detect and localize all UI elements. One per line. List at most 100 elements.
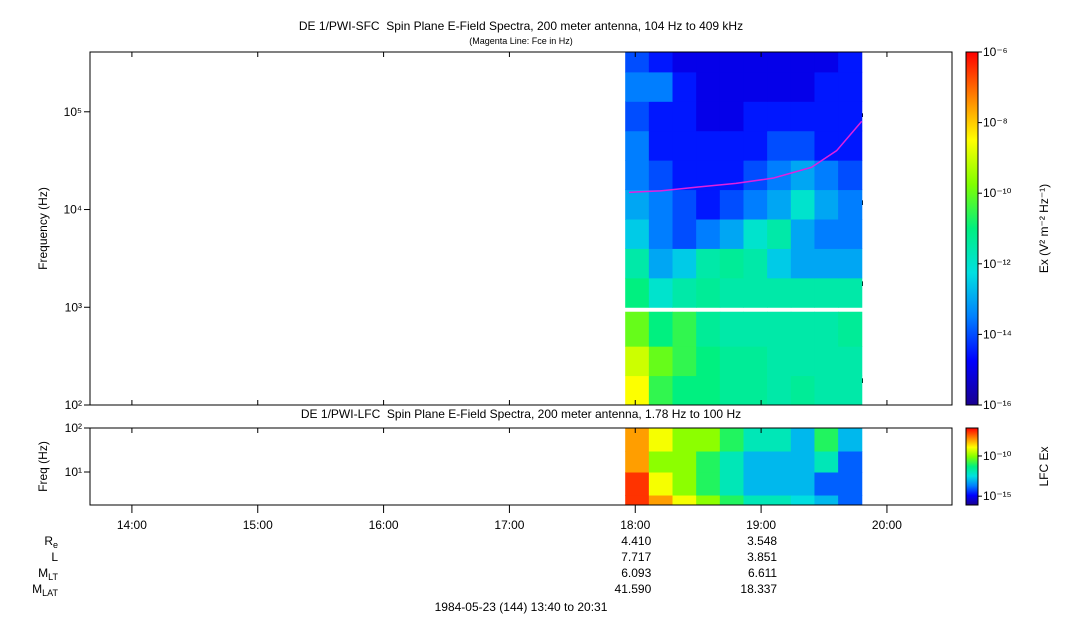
spectrum-cell	[767, 428, 792, 452]
spectrum-cell	[767, 451, 792, 473]
spectrum-cell	[672, 71, 697, 102]
spectrum-cell	[743, 428, 768, 452]
spectrum-cell	[814, 375, 839, 406]
ephemeris-value: 3.548	[747, 534, 777, 548]
colorbar-tick-label: 10⁻¹⁰	[983, 449, 1012, 463]
spectrum-cell	[719, 160, 744, 191]
spectrum-cell	[696, 189, 721, 220]
spectrum-cell	[814, 130, 839, 161]
spectrum-cell	[767, 71, 792, 102]
ephemeris-label: MLT	[38, 566, 58, 582]
spectrum-cell	[672, 101, 697, 132]
spectrum-cell	[625, 451, 650, 473]
spectrum-cell	[743, 495, 768, 506]
ephemeris-label: MLAT	[32, 582, 58, 598]
spectrum-cell	[814, 189, 839, 220]
spectrum-cell	[767, 218, 792, 249]
spectrum-cell	[838, 71, 863, 102]
spectrum-cell	[790, 472, 815, 496]
spectrum-cell	[672, 277, 697, 308]
plot-frame	[89, 51, 953, 406]
spectrum-cell	[743, 52, 768, 73]
ephemeris-value: 7.717	[621, 550, 651, 564]
spectrum-cell	[814, 248, 839, 279]
ephemeris-value: 6.611	[748, 566, 777, 580]
spectrum-cell	[672, 375, 697, 406]
spectrum-cell	[719, 130, 744, 161]
spectrum-cell	[790, 375, 815, 406]
x-tick-label: 20:00	[872, 518, 902, 532]
spectrum-cell	[648, 428, 674, 452]
spectrum-cell	[672, 248, 697, 279]
ephemeris-value: 41.590	[615, 582, 652, 596]
colorbar	[965, 51, 979, 406]
ephemeris-sub: e	[53, 540, 58, 550]
ephemeris-value: 3.851	[747, 550, 777, 564]
spectrum-cell	[719, 375, 744, 406]
colorbar-label: LFC Ex	[1037, 446, 1051, 486]
spectrum-cell	[814, 277, 839, 308]
y-axis-label: Freq (Hz)	[36, 441, 50, 492]
spectrum-cell	[814, 71, 839, 102]
spectrum-cell	[838, 346, 863, 377]
spectrum-cell	[838, 472, 863, 496]
plot-frame	[89, 427, 953, 506]
spectrum-cell	[672, 52, 697, 73]
spectrum-cell	[767, 160, 792, 191]
spectrum-cell	[719, 101, 744, 132]
spectrum-cell	[838, 248, 863, 279]
spectrum-cell	[838, 101, 863, 132]
spectrum-cell	[790, 311, 815, 347]
spectrum-cell	[719, 472, 744, 496]
spectrum-cell	[648, 71, 674, 102]
spectrum-cell	[743, 160, 768, 191]
spectrum-cell	[672, 311, 697, 347]
spectrum-cell	[696, 52, 721, 73]
spectrum-cell	[696, 277, 721, 308]
spectrum-cell	[719, 52, 744, 73]
spectrum-cell	[648, 52, 674, 73]
spectrum-cell	[696, 451, 721, 473]
spectrum-cell	[648, 311, 674, 347]
spectrum-cell	[672, 428, 697, 452]
y-tick-label: 10²	[65, 421, 82, 435]
spectrum-cell	[790, 346, 815, 377]
ephemeris-value: 4.410	[621, 534, 651, 548]
spectrum-cell	[625, 189, 650, 220]
spectrum-cell	[743, 451, 768, 473]
spectrum-cell	[625, 277, 650, 308]
spectrum-cell	[648, 101, 674, 132]
spectrum-cell	[743, 277, 768, 308]
spectrum-cell	[648, 130, 674, 161]
spectrum-cell	[838, 451, 863, 473]
spectrum-cell	[696, 375, 721, 406]
spectrum-cell	[672, 495, 697, 506]
x-tick-label: 17:00	[494, 518, 524, 532]
chart-title: DE 1/PWI-SFC Spin Plane E-Field Spectra,…	[299, 19, 743, 33]
ephemeris-label: Re	[44, 534, 58, 550]
spectrum-cell	[696, 428, 721, 452]
spectrum-cell	[743, 375, 768, 406]
spectrum-cell	[696, 311, 721, 347]
colorbar-tick-label: 10⁻¹⁶	[983, 398, 1012, 412]
spectrum-cell	[767, 130, 792, 161]
spectrum-cell	[648, 218, 674, 249]
spectrum-cell	[648, 189, 674, 220]
y-tick-label: 10⁵	[64, 105, 82, 119]
footer: 1984-05-23 (144) 13:40 to 20:31	[435, 600, 608, 614]
spectrum-cell	[719, 277, 744, 308]
spectrum-cell	[696, 130, 721, 161]
spectrum-cell	[625, 160, 650, 191]
spectrum-cell	[648, 346, 674, 377]
spectrum-cell	[696, 346, 721, 377]
ephemeris-label: L	[51, 550, 58, 564]
spectrum-cell	[790, 218, 815, 249]
spectrum-cell	[767, 346, 792, 377]
spectrum-cell	[790, 160, 815, 191]
spectrum-cell	[814, 52, 839, 73]
spectrum-cell	[790, 428, 815, 452]
spectrum-cell	[767, 52, 792, 73]
spectrum-cell	[790, 495, 815, 506]
